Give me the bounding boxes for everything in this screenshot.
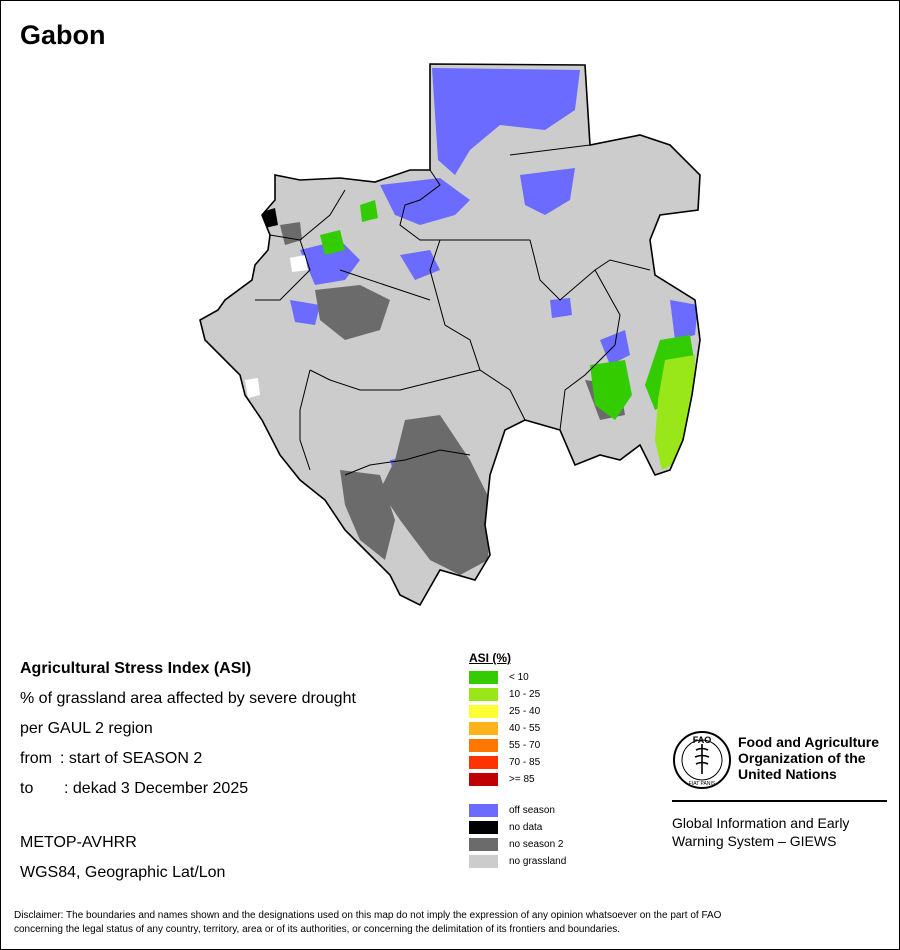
legend-title: ASI (%) <box>469 651 511 665</box>
sensor-label: METOP-AVHRR <box>20 834 137 851</box>
seal-letters: FAO <box>693 735 712 745</box>
disclaimer-line1: Disclaimer: The boundaries and names sho… <box>14 910 722 921</box>
description-line1: % of grassland area affected by severe d… <box>20 690 356 707</box>
gabon-map <box>199 63 701 607</box>
projection-label: WGS84, Geographic Lat/Lon <box>20 864 226 881</box>
legend-swatch <box>469 705 498 718</box>
to-value: : dekad 3 December 2025 <box>64 780 249 797</box>
logo-divider <box>672 800 887 802</box>
legend-item: 55 - 70 <box>469 737 566 754</box>
legend-item: 25 - 40 <box>469 703 566 720</box>
legend-label: 10 - 25 <box>509 689 541 700</box>
legend-label: no data <box>509 822 543 833</box>
index-title: Agricultural Stress Index (ASI) <box>20 660 252 677</box>
legend-item: no data <box>469 819 566 836</box>
fao-name-line3: United Nations <box>738 766 837 782</box>
map-info: Agricultural Stress Index (ASI) % of gra… <box>20 654 356 888</box>
legend-label: < 10 <box>509 672 529 683</box>
country-border <box>199 63 701 607</box>
fao-name-line2: Organization of the <box>738 750 866 766</box>
legend-label: 55 - 70 <box>509 740 541 751</box>
legend-swatch <box>469 855 498 868</box>
to-label: to <box>20 780 34 797</box>
legend-swatch <box>469 821 498 834</box>
legend-item: < 10 <box>469 669 566 686</box>
legend-item: 40 - 55 <box>469 720 566 737</box>
region-boundaries <box>255 144 651 476</box>
giews-line1: Global Information and Early <box>672 815 850 831</box>
legend: ASI (%) < 10 10 - 25 25 - 40 40 - 55 55 … <box>469 651 566 870</box>
from-label: from <box>20 750 52 767</box>
fao-name-line1: Food and Agriculture <box>738 734 880 750</box>
from-value: : start of SEASON 2 <box>60 750 203 767</box>
legend-swatch <box>469 722 498 735</box>
disclaimer: Disclaimer: The boundaries and names sho… <box>14 909 884 937</box>
legend-label: no grassland <box>509 856 567 867</box>
to-row: to : dekad 3 December 2025 <box>20 774 356 804</box>
giews-text: Global Information and Early Warning Sys… <box>672 814 849 850</box>
seal-motto: FIAT PANIS <box>689 781 716 787</box>
legend-swatch <box>469 756 498 769</box>
legend-swatch <box>469 739 498 752</box>
white-grassland-specks <box>245 255 308 398</box>
legend-item: off season <box>469 802 566 819</box>
legend-label: 25 - 40 <box>509 706 541 717</box>
legend-item: >= 85 <box>469 771 566 788</box>
fao-name: Food and Agriculture Organization of the… <box>738 734 879 782</box>
giews-line2: Warning System – GIEWS <box>672 833 837 849</box>
legend-swatch <box>469 804 498 817</box>
description-line2: per GAUL 2 region <box>20 720 153 737</box>
legend-item: no grassland <box>469 853 566 870</box>
legend-label: off season <box>509 805 555 816</box>
legend-label: 70 - 85 <box>509 757 541 768</box>
disclaimer-line2: concerning the legal status of any count… <box>14 924 621 935</box>
legend-label: 40 - 55 <box>509 723 541 734</box>
legend-label: no season 2 <box>509 839 564 850</box>
legend-item: no season 2 <box>469 836 566 853</box>
legend-swatch <box>469 688 498 701</box>
legend-swatch <box>469 773 498 786</box>
country-fill <box>200 64 700 605</box>
legend-label: >= 85 <box>509 774 535 785</box>
fao-seal-icon: FAO FIAT PANIS <box>673 731 731 789</box>
from-row: from : start of SEASON 2 <box>20 744 356 774</box>
legend-swatch <box>469 838 498 851</box>
map-title: Gabon <box>20 20 106 50</box>
legend-swatch <box>469 671 498 684</box>
legend-item: 70 - 85 <box>469 754 566 771</box>
legend-item: 10 - 25 <box>469 686 566 703</box>
